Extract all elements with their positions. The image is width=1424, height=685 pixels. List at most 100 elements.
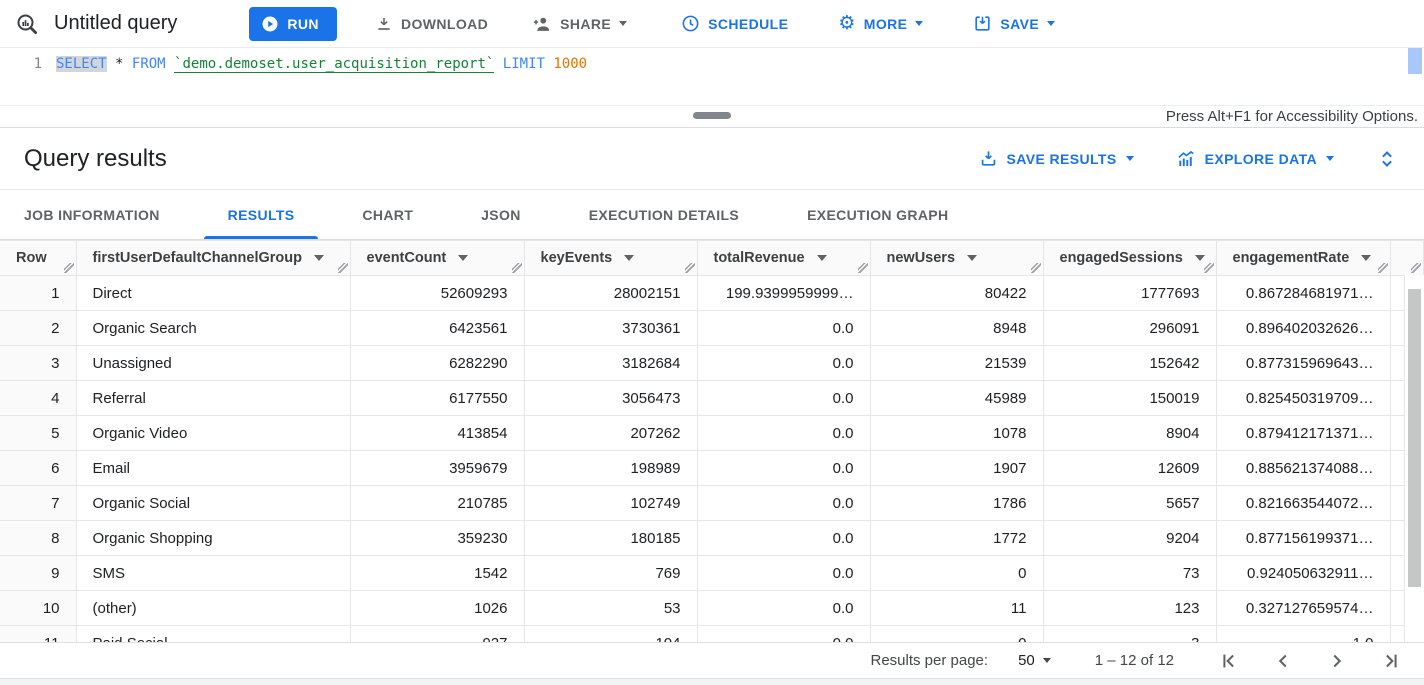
table-scrollbar-thumb[interactable] [1408, 289, 1421, 587]
table-cell: 0.867284681971… [1216, 275, 1391, 311]
next-page-icon [1333, 654, 1342, 667]
table-cell: 0.0 [697, 625, 871, 642]
table-cell: SMS [76, 555, 351, 591]
column-resize-handle[interactable] [1203, 263, 1214, 273]
column-resize-handle[interactable] [684, 263, 695, 273]
table-cell: 207262 [524, 415, 698, 451]
table-cell: 0.0 [697, 415, 871, 451]
query-magnifier-icon [14, 11, 40, 37]
table-cell: 0.0 [697, 450, 871, 486]
column-menu-caret-icon[interactable] [1361, 255, 1372, 261]
save-results-dropdown-caret [1125, 156, 1134, 161]
table-cell: 0.924050632911… [1216, 555, 1391, 591]
column-resize-handle[interactable] [337, 263, 348, 273]
table-cell: Direct [76, 275, 351, 311]
row-number-cell: 5 [0, 415, 77, 451]
column-menu-caret-icon[interactable] [624, 255, 635, 261]
column-resize-handle[interactable] [63, 263, 74, 273]
column-resize-handle[interactable] [1377, 263, 1388, 273]
splitter-drag-handle[interactable] [693, 112, 731, 119]
sql-editor[interactable]: 1 SELECT * FROM `demo.demoset.user_acqui… [0, 48, 1424, 105]
table-cell: 413854 [350, 415, 525, 451]
table-cell: 198989 [524, 450, 698, 486]
column-resize-handle[interactable] [1030, 263, 1041, 273]
table-cell: Organic Video [76, 415, 351, 451]
editor-scrollbar-thumb[interactable] [1408, 48, 1422, 74]
table-cell: 5657 [1043, 485, 1217, 521]
first-page-icon [1223, 654, 1234, 667]
table-cell: 104 [524, 625, 698, 642]
table-cell: 8948 [870, 310, 1044, 346]
schedule-button[interactable]: SCHEDULE [677, 8, 792, 39]
column-menu-caret-icon[interactable] [458, 255, 469, 261]
table-cell: 0.0 [697, 310, 871, 346]
save-button[interactable]: SAVE [969, 8, 1059, 39]
more-button[interactable]: ⚙ MORE [834, 8, 927, 39]
table-cell: 0.0 [697, 485, 871, 521]
tab-execution-graph[interactable]: EXECUTION GRAPH [773, 190, 982, 239]
run-button[interactable]: RUN [249, 6, 337, 41]
sql-keyword-from: FROM [131, 56, 166, 72]
page-size-caret [1042, 658, 1051, 663]
collapse-expand-results-button[interactable] [1376, 148, 1398, 170]
table-cell: 12609 [1043, 450, 1217, 486]
table-cell: 3182684 [524, 345, 698, 381]
table-row: 9 SMS 1542 769 0.0 0 73 0.924050632911… [0, 555, 1424, 591]
table-row: 1 Direct 52609293 28002151 199.9399959999… 80… [0, 275, 1424, 311]
tab-json[interactable]: JSON [447, 190, 555, 239]
results-table-header-row: Row firstUserDefaultChannelGroup eventCoun… [0, 240, 1424, 276]
column-resize-handle[interactable] [511, 263, 522, 273]
query-title: Untitled query [54, 12, 178, 34]
table-cell: Email [76, 450, 351, 486]
column-menu-caret-icon[interactable] [816, 255, 827, 261]
tab-chart[interactable]: CHART [328, 190, 447, 239]
save-results-button[interactable]: SAVE RESULTS [979, 149, 1134, 168]
sql-code-line[interactable]: SELECT * FROM `demo.demoset.user_acquisi… [56, 56, 587, 73]
download-button[interactable]: DOWNLOAD [371, 9, 492, 39]
results-per-page-label: Results per page: [870, 652, 989, 669]
column-header-newusers: newUsers [870, 240, 1044, 276]
share-dropdown-caret [619, 21, 628, 26]
table-cell: 927 [350, 625, 525, 642]
previous-page-button[interactable] [1272, 650, 1294, 672]
table-cell: 0.0 [697, 380, 871, 416]
accessibility-note: Press Alt+F1 for Accessibility Options. [1165, 108, 1418, 125]
table-scrollbar[interactable] [1404, 275, 1424, 642]
first-page-button[interactable] [1218, 650, 1240, 672]
explore-data-button[interactable]: EXPLORE DATA [1176, 149, 1334, 169]
table-row: 5 Organic Video 413854 207262 0.0 1078 8904 0.8… [0, 415, 1424, 451]
table-cell: 0.877315969643… [1216, 345, 1391, 381]
page-size-select[interactable]: 50 [1018, 652, 1051, 669]
table-cell: Referral [76, 380, 351, 416]
table-cell: 0.327127659574… [1216, 590, 1391, 626]
sql-table-reference-link[interactable]: `demo.demoset.user_acquisition_report` [174, 56, 495, 73]
table-cell: 53 [524, 590, 698, 626]
results-table-container: Row firstUserDefaultChannelGroup eventCoun… [0, 240, 1424, 642]
tab-execution-details[interactable]: EXECUTION DETAILS [555, 190, 773, 239]
column-menu-caret-icon[interactable] [967, 255, 978, 261]
editor-scrollbar[interactable] [1404, 48, 1424, 105]
clock-icon [681, 14, 700, 33]
column-resize-handle[interactable] [1411, 263, 1421, 273]
row-number-cell: 10 [0, 590, 77, 626]
table-cell: 3730361 [524, 310, 698, 346]
table-cell: 28002151 [524, 275, 698, 311]
table-cell: 0.825450319709… [1216, 380, 1391, 416]
row-number-cell: 2 [0, 310, 77, 346]
person-add-icon [532, 14, 552, 34]
share-button[interactable]: SHARE [528, 8, 631, 40]
column-menu-caret-icon[interactable] [1194, 255, 1205, 261]
column-menu-caret-icon[interactable] [313, 255, 324, 261]
more-dropdown-caret [915, 21, 924, 26]
next-page-button[interactable] [1326, 650, 1348, 672]
tab-job-information[interactable]: JOB INFORMATION [0, 190, 194, 239]
tab-results[interactable]: RESULTS [194, 190, 329, 239]
last-page-button[interactable] [1380, 650, 1402, 672]
table-cell: 769 [524, 555, 698, 591]
column-resize-handle[interactable] [857, 263, 868, 273]
table-cell: 73 [1043, 555, 1217, 591]
table-cell: 1772 [870, 520, 1044, 556]
table-row: 4 Referral 6177550 3056473 0.0 45989 150019 0.8… [0, 380, 1424, 416]
table-cell: 1907 [870, 450, 1044, 486]
